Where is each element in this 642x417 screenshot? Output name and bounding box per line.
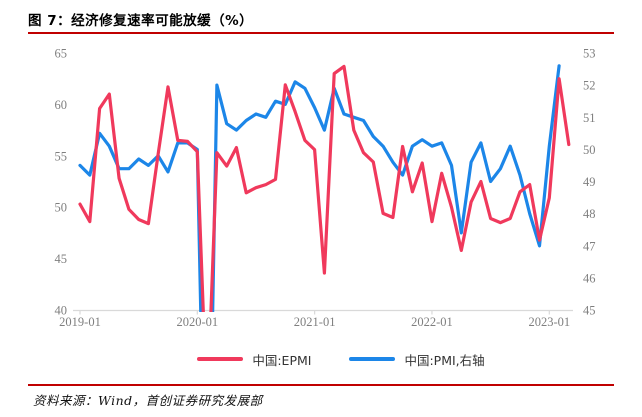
right-tick-label: 48 — [583, 207, 596, 221]
left-tick-label: 50 — [55, 201, 68, 215]
chart-legend: 中国:EPMI 中国:PMI,右轴 — [40, 350, 642, 368]
legend-label: 中国:EPMI — [252, 352, 312, 368]
line-chart: 2019-01 2020-01 2021-01 2022-01 2023-01 65 60 5… — [55, 47, 596, 330]
legend-swatch — [197, 356, 244, 362]
left-tick-label: 60 — [55, 98, 68, 112]
left-tick-label: 40 — [55, 304, 68, 318]
x-tick-label: 2020-01 — [176, 315, 218, 329]
legend-item: 中国:EPMI — [197, 350, 311, 369]
right-tick-label: 47 — [583, 239, 596, 253]
right-tick-label: 50 — [583, 143, 596, 157]
legend-label: 中国:PMI,右轴 — [404, 352, 485, 368]
right-tick-label: 46 — [583, 271, 596, 285]
left-tick-label: 45 — [55, 252, 68, 266]
right-tick-label: 52 — [583, 79, 596, 93]
legend-item: 中国:PMI,右轴 — [349, 350, 485, 369]
right-tick-label: 45 — [583, 304, 596, 318]
figure-title: 图 7：经济修复速率可能放缓（%） — [28, 13, 254, 29]
x-tick-label: 2023-01 — [528, 315, 570, 329]
source-note: 资料来源：Wind，首创证券研究发展部 — [33, 393, 263, 408]
series-line-pmi — [78, 64, 561, 312]
series-line-epmi — [78, 64, 571, 312]
title-underline-rule — [28, 32, 614, 34]
x-tick-label: 2022-01 — [411, 315, 453, 329]
x-tick-label: 2021-01 — [294, 315, 336, 329]
legend-swatch — [349, 356, 396, 362]
right-tick-label: 49 — [583, 175, 596, 189]
footer-rule — [28, 384, 614, 386]
right-tick-label: 53 — [583, 47, 596, 61]
left-tick-label: 55 — [55, 149, 68, 163]
x-tick-label: 2019-01 — [59, 315, 101, 329]
right-tick-label: 51 — [583, 111, 596, 125]
left-tick-label: 65 — [55, 47, 68, 61]
